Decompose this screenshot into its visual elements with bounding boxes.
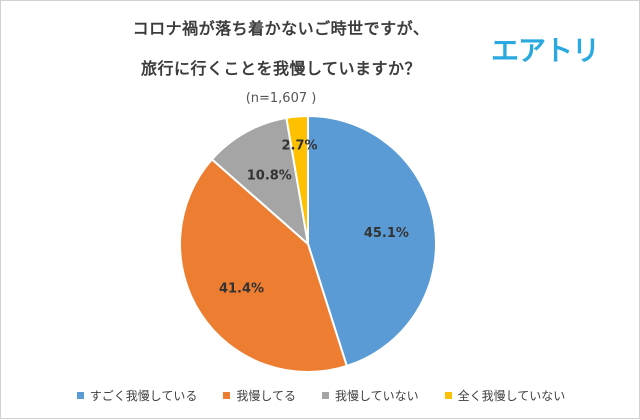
slice-value-label-3: 10.8% <box>247 169 292 184</box>
legend-item-2: 我慢してる <box>223 387 296 404</box>
legend-item-3: 我慢していない <box>321 387 419 404</box>
legend-label-3: 我慢していない <box>334 389 419 403</box>
legend-swatch-2 <box>223 392 231 399</box>
pie-slices <box>179 114 437 373</box>
legend-item-4: 全く我慢していない <box>444 387 566 404</box>
slice-value-label-2: 41.4% <box>219 281 264 296</box>
chart-subtitle: (n=1,607 ) <box>245 91 317 106</box>
legend-label-1: すごく我慢している <box>89 389 198 403</box>
slice-value-label-4: 2.7% <box>281 139 317 154</box>
chart-title-line2: 旅行に行くことを我慢していますか？ <box>140 59 422 78</box>
chart-title-line1: コロナ禍が落ち着かないご時世ですが、 <box>132 19 430 38</box>
legend-label-4: 全く我慢していない <box>457 389 566 403</box>
brand-logo: エアトリ <box>491 34 600 67</box>
legend-swatch-3 <box>321 392 329 399</box>
legend-swatch-1 <box>76 392 84 399</box>
legend-swatch-4 <box>444 392 452 399</box>
slice-value-label-1: 45.1% <box>364 226 409 241</box>
pie-labels: 45.1% 41.4% 10.8% 2.7% <box>219 139 409 297</box>
pie-slice-2 <box>179 157 349 373</box>
pie-slice-4 <box>285 114 309 245</box>
pie-slice-1 <box>307 114 437 368</box>
legend-label-2: 我慢してる <box>236 389 296 403</box>
pie-slice-3 <box>210 116 310 247</box>
chart-legend: すごく我慢している 我慢してる 我慢していない 全く我慢していない <box>1 387 640 404</box>
legend-item-1: すごく我慢している <box>76 387 198 404</box>
